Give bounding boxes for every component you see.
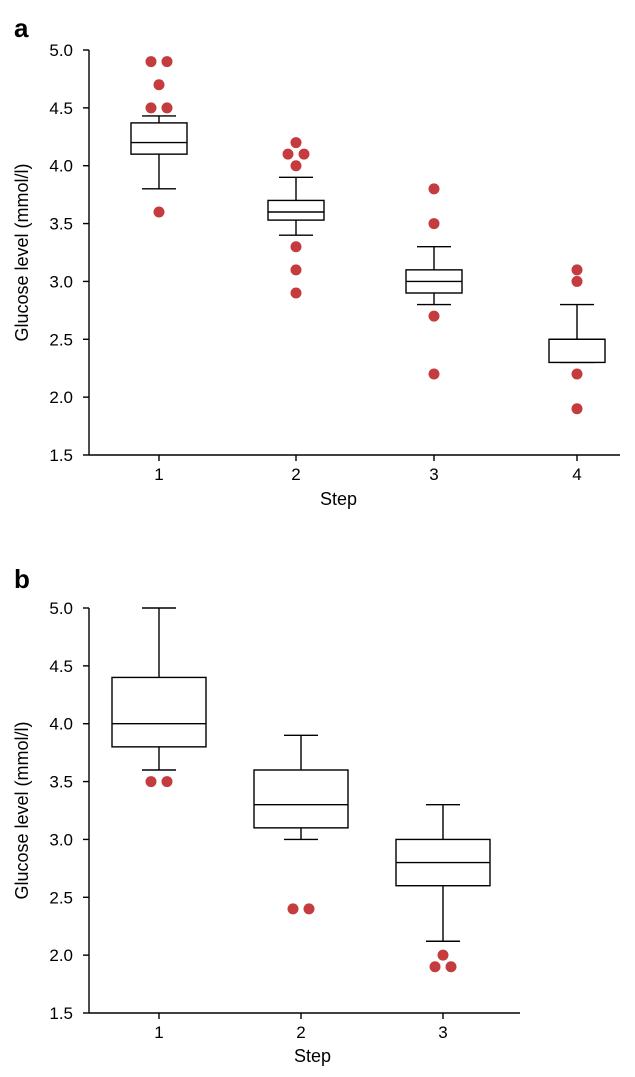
panel-b-y-tick-label: 1.5	[49, 1004, 73, 1023]
panel-a-step-2-outlier-point	[290, 241, 302, 253]
panel-a-step-1-outlier-point	[161, 102, 173, 114]
panel-b-y-tick-label: 2.0	[49, 946, 73, 965]
panel-b-step-2-outlier-point	[287, 903, 299, 915]
panel-b-x-tick-label: 1	[154, 1023, 163, 1042]
panel-a-step-4-outlier-point	[571, 403, 583, 415]
panel-b-y-tick-label: 5.0	[49, 599, 73, 618]
panel-b-y-axis-title: Glucose level (mmol/l)	[12, 721, 32, 899]
panel-b-y-tick-label: 4.5	[49, 657, 73, 676]
panel-a-step-3-outlier-point	[428, 368, 440, 380]
panel-a-y-tick-label: 4.0	[49, 157, 73, 176]
panel-b-step-3-outlier-point	[437, 949, 449, 961]
panel-b-step-1-outlier-point	[145, 776, 157, 788]
panel-a-step-2-outlier-point	[290, 160, 302, 172]
panel-a-y-tick-label: 5.0	[49, 41, 73, 60]
panel-letter-b: b	[14, 564, 30, 594]
panel-a-step-1-outlier-point	[153, 206, 165, 218]
panel-letter-a: a	[14, 13, 29, 43]
panel-a-step-2-outlier-point	[290, 264, 302, 276]
panel-a-y-tick-label: 3.0	[49, 272, 73, 291]
panel-a-step-2-outlier-point	[290, 287, 302, 299]
panel-b-step-3-outlier-point	[429, 961, 441, 973]
panel-a-step-4-outlier-point	[571, 275, 583, 287]
panel-a-y-tick-label: 2.5	[49, 330, 73, 349]
panel-a-step-1-box	[130, 122, 188, 155]
panel-a-y-tick-label: 1.5	[49, 446, 73, 465]
panel-a-step-1-outlier-point	[145, 102, 157, 114]
panel-a-step-1-outlier-point	[145, 56, 157, 68]
panel-a-step-2-outlier-point	[298, 148, 310, 160]
panel-b-x-tick-label: 3	[438, 1023, 447, 1042]
panel-a-x-tick-label: 4	[572, 465, 581, 484]
panel-a-step-3-outlier-point	[428, 218, 440, 230]
panel-a-x-axis-title: Step	[320, 489, 357, 509]
panel-b-step-1-box	[111, 676, 207, 748]
panel-a-step-4-outlier-point	[571, 368, 583, 380]
panel-a-y-tick-label: 4.5	[49, 99, 73, 118]
panel-a-step-3-outlier-point	[428, 183, 440, 195]
panel-b-step-1-outlier-point	[161, 776, 173, 788]
panel-b-y-tick-label: 3.0	[49, 830, 73, 849]
panel-a-step-4-box	[548, 338, 606, 364]
panel-b-y-tick-label: 2.5	[49, 888, 73, 907]
panel-a-step-2-outlier-point	[282, 148, 294, 160]
panel-a-x-tick-label: 1	[154, 465, 163, 484]
panel-b-x-tick-label: 2	[296, 1023, 305, 1042]
panel-a-step-2-outlier-point	[290, 137, 302, 149]
panel-a-step-1-outlier-point	[153, 79, 165, 91]
panel-a-y-tick-label: 3.5	[49, 215, 73, 234]
panel-b-y-tick-label: 4.0	[49, 715, 73, 734]
panel-b-step-2-box	[253, 769, 349, 829]
panel-b-step-3-outlier-point	[445, 961, 457, 973]
panel-b-x-axis-title: Step	[294, 1046, 331, 1066]
panel-a-step-4-outlier-point	[571, 264, 583, 276]
panel-a-y-tick-label: 2.0	[49, 388, 73, 407]
panel-a-y-axis-title: Glucose level (mmol/l)	[12, 163, 32, 341]
panel-a-step-1-outlier-point	[161, 56, 173, 68]
panel-a-x-tick-label: 3	[429, 465, 438, 484]
panel-b-y-tick-label: 3.5	[49, 773, 73, 792]
panel-a-step-3-outlier-point	[428, 310, 440, 322]
panel-a-x-tick-label: 2	[291, 465, 300, 484]
panel-a-step-2-box	[267, 199, 325, 221]
panel-b-step-2-outlier-point	[303, 903, 315, 915]
